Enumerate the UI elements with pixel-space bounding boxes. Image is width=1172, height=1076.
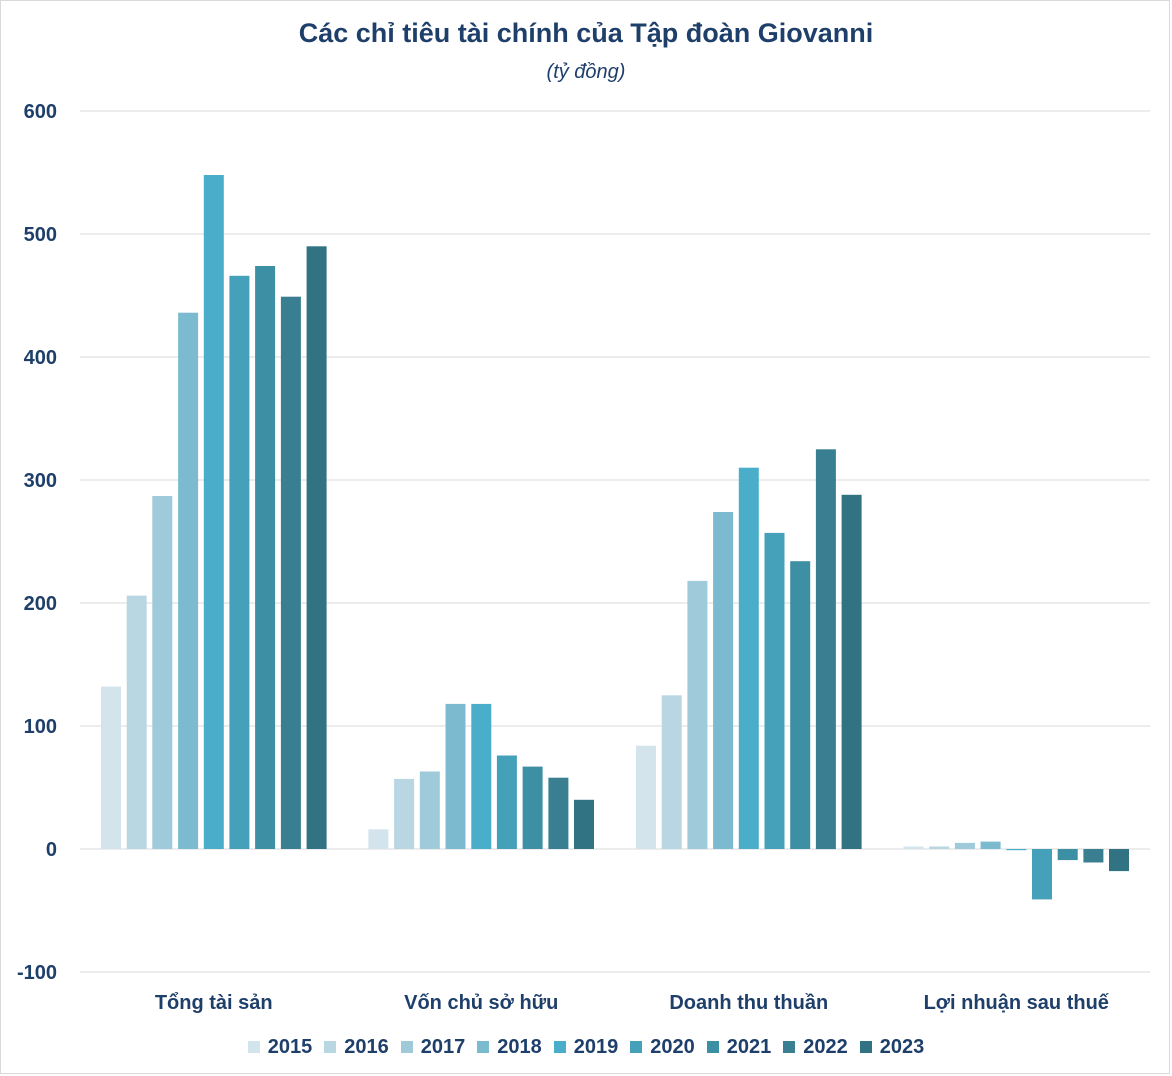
legend-item: 2019 [553, 1035, 619, 1059]
legend-item: 2017 [400, 1035, 466, 1059]
x-category-label: Vốn chủ sở hữu [404, 992, 558, 1014]
chart-plot: 600 500 400 300 200 100 0 -100 Tổng tài sản Vốn … [17, 101, 1150, 1014]
chart-title: Các chỉ tiêu tài chính của Tập đoàn Giov… [298, 18, 874, 48]
legend-item: 2016 [324, 1036, 389, 1059]
bar-2018-0 [178, 312, 199, 849]
bar-2020-2 [764, 532, 785, 849]
legend-label: 2020 [650, 1035, 695, 1058]
legend-swatch [706, 1041, 719, 1053]
bar-2020-1 [496, 755, 517, 849]
legend-label: 2019 [573, 1035, 619, 1058]
legend-swatch [630, 1041, 643, 1053]
y-tick-label: 400 [24, 347, 57, 369]
y-tick-label: 600 [24, 101, 57, 123]
bar-2022-0 [280, 296, 301, 849]
bar-2015-1 [368, 829, 389, 849]
y-tick-label: 0 [46, 839, 57, 861]
x-axis-categories: Tổng tài sản Vốn chủ sở hữu Doanh thu thuầ… [155, 992, 1110, 1014]
legend-item: 2023 [859, 1035, 925, 1059]
bar-2019-0 [203, 175, 224, 849]
y-tick-label: 300 [24, 470, 57, 492]
legend-item: 2021 [706, 1035, 772, 1059]
bar-2023-1 [574, 799, 594, 849]
legend-swatch [247, 1041, 260, 1053]
bar-2023-3 [1109, 849, 1129, 872]
y-tick-label: 200 [24, 593, 57, 615]
bar-2016-3 [929, 846, 950, 849]
bar-2023-2 [841, 494, 862, 849]
bar-2015-3 [903, 846, 924, 849]
bar-2021-0 [255, 266, 276, 849]
bar-2016-2 [661, 695, 682, 850]
legend-label: 2017 [420, 1035, 466, 1058]
legend-swatch [553, 1041, 566, 1053]
bar-2023-0 [306, 246, 327, 850]
bar-2018-3 [980, 841, 1001, 849]
legend-swatch [400, 1041, 413, 1053]
bar-2021-3 [1057, 849, 1078, 861]
legend-label: 2015 [267, 1035, 313, 1058]
bar-2019-1 [471, 703, 492, 849]
bar-2016-0 [126, 595, 147, 849]
bar-2018-2 [713, 512, 734, 849]
bar-2016-1 [394, 778, 415, 849]
bar-2017-0 [152, 496, 173, 849]
bar-2015-0 [101, 686, 121, 849]
bar-2019-2 [738, 467, 759, 849]
legend-item: 2020 [630, 1036, 695, 1059]
x-category-label: Doanh thu thuần [669, 992, 828, 1014]
bar-2017-2 [687, 580, 708, 849]
legend-swatch [324, 1041, 337, 1053]
legend-label: 2021 [726, 1035, 772, 1058]
legend-label: 2022 [803, 1035, 848, 1058]
bar-2022-3 [1083, 849, 1104, 863]
x-category-label: Lợi nhuận sau thuế [924, 992, 1110, 1014]
y-tick-label: -100 [17, 962, 57, 984]
legend-swatch [859, 1041, 872, 1053]
y-tick-label: 500 [24, 224, 57, 246]
bar-2018-1 [445, 703, 466, 849]
bar-2020-0 [229, 275, 250, 849]
y-tick-label: 100 [24, 716, 57, 738]
x-category-label: Tổng tài sản [155, 992, 273, 1014]
legend-label: 2018 [497, 1035, 542, 1058]
legend-item: 2022 [783, 1036, 848, 1059]
bar-2021-2 [790, 561, 811, 849]
legend-label: 2023 [879, 1035, 925, 1058]
legend-label: 2016 [344, 1035, 389, 1058]
bars [101, 175, 1129, 900]
bar-2022-1 [548, 777, 569, 849]
legend-swatch [477, 1041, 490, 1053]
bar-2021-1 [522, 766, 543, 849]
bar-2017-3 [954, 842, 975, 849]
y-axis-ticks: 600 500 400 300 200 100 0 -100 [17, 101, 57, 984]
legend-item: 2018 [477, 1036, 542, 1059]
legend: 2015 2016 2017 2018 2019 2020 2021 2022 2023 [0, 1034, 1172, 1060]
bar-2022-2 [815, 449, 836, 850]
bar-2015-2 [636, 745, 656, 849]
bar-2017-1 [419, 771, 440, 849]
legend-swatch [783, 1041, 796, 1053]
bar-2019-3 [1006, 849, 1027, 851]
legend-item: 2015 [247, 1035, 313, 1059]
bar-2020-3 [1032, 849, 1052, 900]
chart-subtitle: (tỷ đồng) [546, 61, 626, 83]
